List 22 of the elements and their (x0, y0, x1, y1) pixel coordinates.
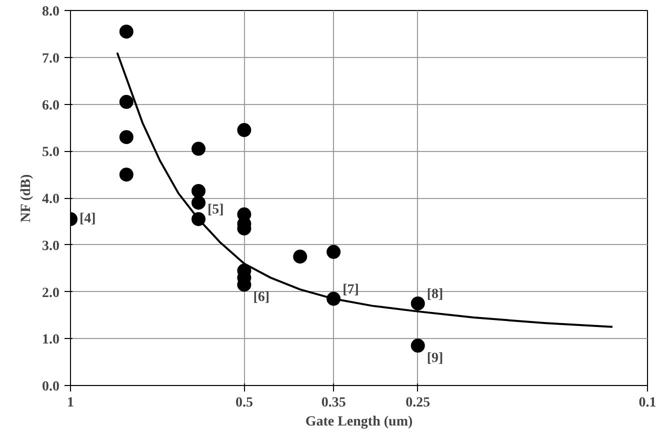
annotation: [5] (208, 202, 224, 218)
x-tick-label: 0.35 (321, 396, 346, 410)
x-axis-title: Gate Length (um) (305, 414, 413, 430)
x-tick-label: 0.25 (406, 396, 430, 410)
y-tick-label: 1.0 (42, 332, 60, 348)
x-tick-label: 0.5 (235, 396, 253, 410)
y-tick-label: 0.0 (42, 380, 60, 394)
annotation: [4] (80, 212, 96, 227)
y-tick-label: 8.0 (42, 4, 60, 20)
x-tick-label: 0.1 (638, 396, 656, 410)
x-tick-label: 1 (67, 396, 74, 410)
y-tick-label: 3.0 (42, 238, 60, 254)
y-tick-label: 5.0 (42, 145, 60, 160)
annotation: [8] (426, 286, 444, 302)
y-axis-title: NF (dB) (19, 174, 34, 222)
annotation: [7] (342, 282, 359, 298)
y-tick-label: 4.0 (42, 192, 60, 207)
y-tick-label: 7.0 (42, 51, 60, 66)
annotation: [9] (426, 351, 444, 366)
y-tick-label: 2.0 (42, 286, 60, 301)
annotation: [6] (253, 290, 270, 306)
y-tick-label: 6.0 (42, 98, 60, 114)
